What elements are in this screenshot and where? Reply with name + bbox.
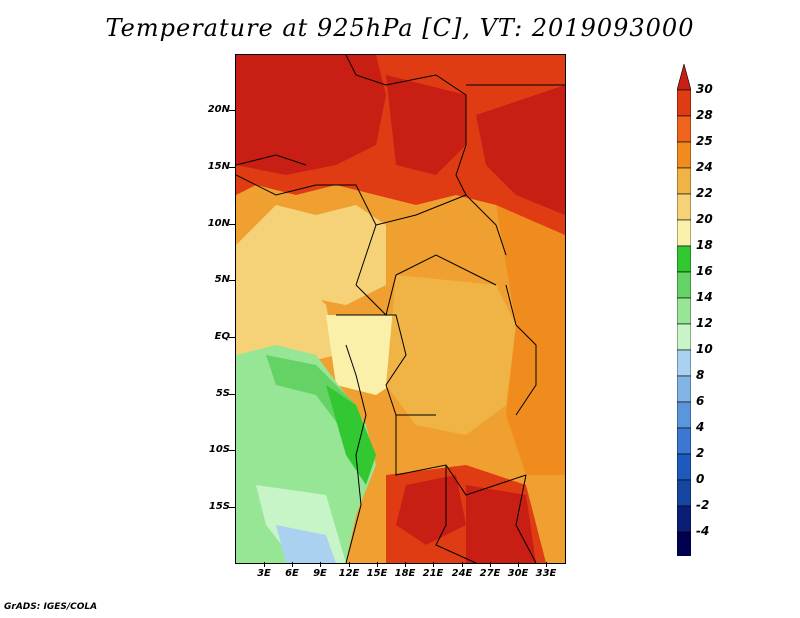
colorbar-label: 10 [696,342,713,356]
colorbar-top-arrow [677,64,691,91]
colorbar-label: -4 [696,524,710,538]
colorbar-swatch [677,245,691,273]
colorbar-swatch [677,505,691,533]
colorbar [677,64,691,556]
colorbar-label: 30 [696,82,713,96]
colorbar-swatch [677,427,691,455]
colorbar-swatch [677,297,691,325]
colorbar-label: 28 [696,108,713,122]
lat-label: 20N [207,104,230,115]
colorbar-swatch [677,89,691,117]
colorbar-swatch [677,167,691,195]
colorbar-swatch [677,349,691,377]
lat-label: 5N [214,274,230,285]
colorbar-swatch [677,271,691,299]
lon-label: 6E [285,568,299,579]
colorbar-swatch [677,531,691,556]
colorbar-label: 2 [696,446,705,460]
lat-label: 10N [207,218,230,229]
lat-label: 10S [208,444,230,455]
lon-label: 3E [257,568,271,579]
colorbar-label: -2 [696,498,710,512]
lon-label: 24E [451,568,473,579]
lon-label: 18E [394,568,416,579]
colorbar-swatch [677,401,691,429]
colorbar-label: 8 [696,368,705,382]
colorbar-label: 6 [696,394,705,408]
lon-label: 9E [313,568,327,579]
lat-label: 15N [207,161,230,172]
colorbar-swatch [677,115,691,143]
colorbar-label: 24 [696,160,713,174]
colorbar-label: 25 [696,134,713,148]
colorbar-swatch [677,323,691,351]
colorbar-label: 18 [696,238,713,252]
lat-label: 5S [215,388,230,399]
colorbar-swatch [677,141,691,169]
colorbar-label: 20 [696,212,713,226]
colorbar-label: 0 [696,472,705,486]
colorbar-label: 14 [696,290,713,304]
chart-title: Temperature at 925hPa [C], VT: 201909300… [105,14,695,42]
lon-label: 33E [535,568,557,579]
lat-label: 15S [208,501,230,512]
colorbar-label: 22 [696,186,713,200]
colorbar-swatch [677,219,691,247]
lat-label: EQ [214,331,230,342]
lon-label: 12E [338,568,360,579]
lon-label: 21E [422,568,444,579]
colorbar-swatch [677,193,691,221]
colorbar-label: 12 [696,316,713,330]
lon-label: 15E [366,568,388,579]
colorbar-swatch [677,479,691,507]
map-field [236,55,565,563]
lon-label: 30E [507,568,529,579]
temperature-map [235,54,566,564]
footer-credit: GrADS: IGES/COLA [4,602,98,612]
colorbar-swatch [677,375,691,403]
lon-label: 27E [479,568,501,579]
colorbar-label: 4 [696,420,705,434]
colorbar-label: 16 [696,264,713,278]
colorbar-swatch [677,453,691,481]
